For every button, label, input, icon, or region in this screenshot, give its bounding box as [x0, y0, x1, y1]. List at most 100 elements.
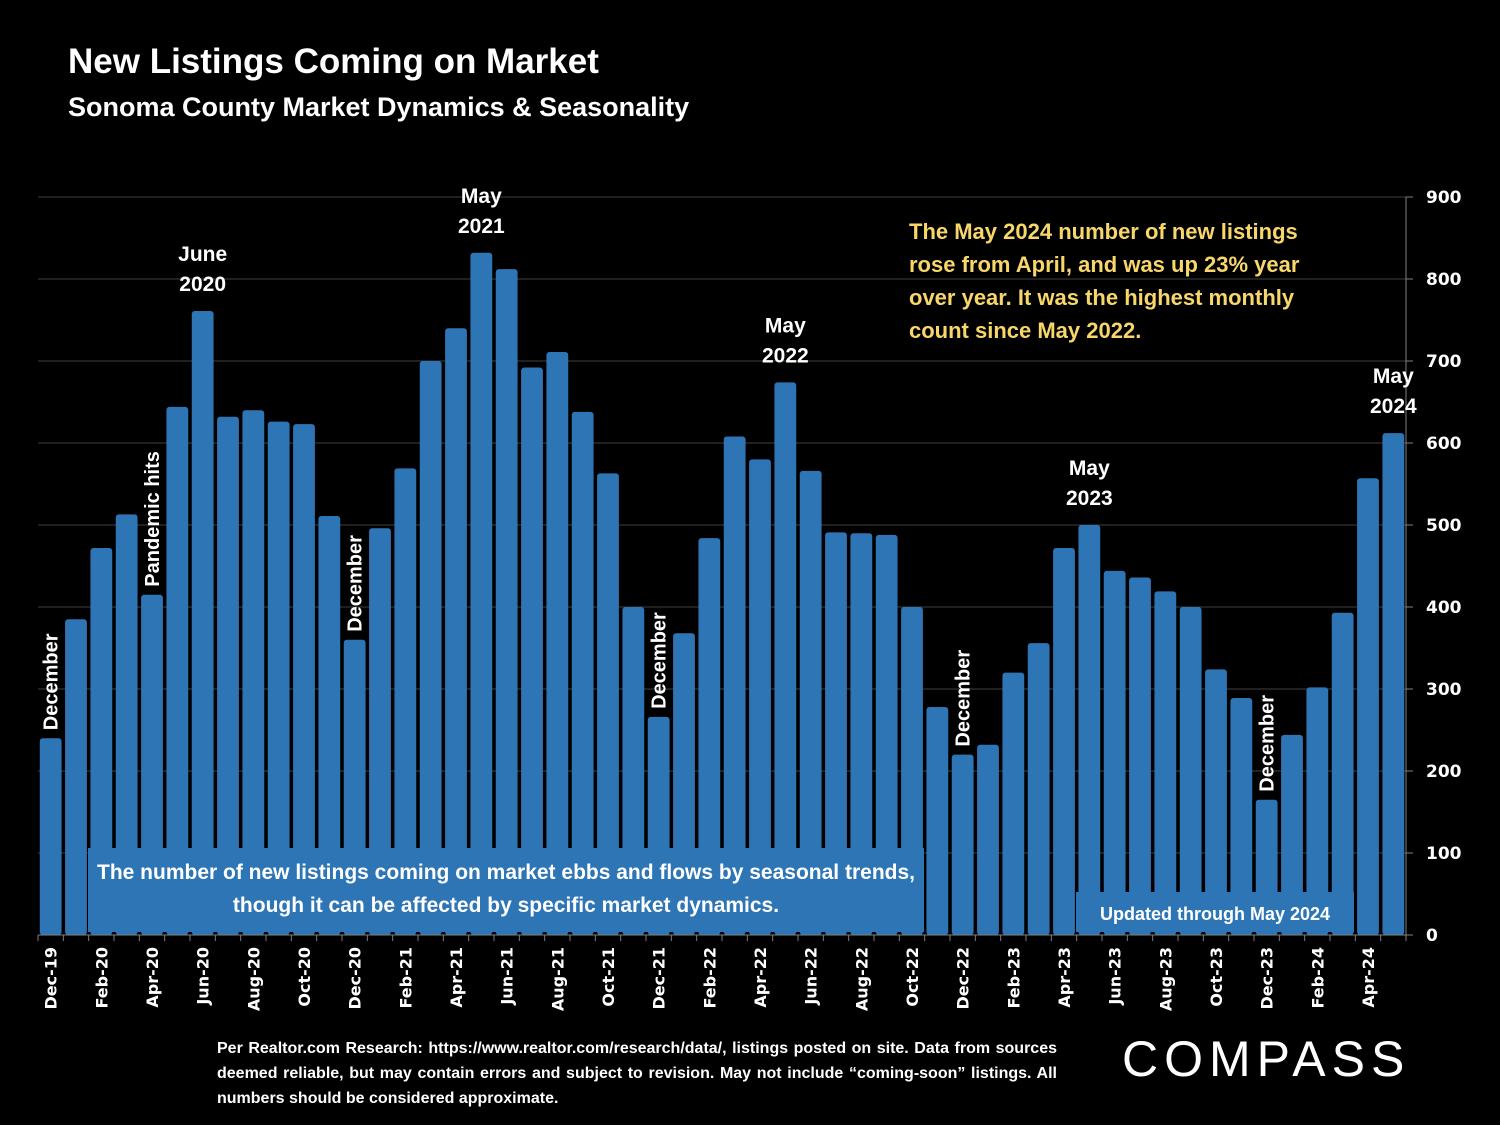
bar-Jan-21 — [369, 528, 391, 935]
bar-Jan-23 — [977, 744, 999, 935]
x-tick-label: Apr-24 — [1359, 947, 1378, 1008]
bar-Mar-24 — [1331, 612, 1354, 935]
callout-text: The May 2024 number of new listings rose… — [909, 219, 1300, 343]
bar-Sep-22 — [875, 534, 898, 935]
x-tick-label: Oct-20 — [295, 947, 314, 1007]
bars — [39, 252, 1405, 936]
annotation-label: May — [461, 185, 502, 208]
bar-Apr-24 — [1357, 478, 1379, 935]
x-tick-label: Aug-20 — [244, 947, 263, 1011]
bar-Apr-21 — [445, 328, 467, 935]
x-tick-label: Feb-20 — [92, 947, 111, 1009]
x-tick-label: Jun-21 — [498, 947, 517, 1006]
bar-Oct-23 — [1205, 669, 1227, 935]
bar-Sep-23 — [1179, 607, 1202, 935]
x-tick-label: Oct-22 — [903, 947, 922, 1007]
x-tick-label: Dec-22 — [954, 947, 973, 1010]
bar-Jun-21 — [495, 269, 518, 935]
x-tick-label: Apr-21 — [447, 947, 466, 1008]
bar-Nov-23 — [1230, 698, 1253, 935]
bar-Jul-22 — [825, 532, 847, 935]
bar-Feb-23 — [1002, 672, 1025, 935]
bar-May-22 — [774, 382, 797, 935]
bar-Apr-23 — [1053, 547, 1075, 935]
annotation-label: 2021 — [458, 215, 505, 238]
bar-Jan-24 — [1281, 734, 1303, 935]
axes: 0 100 200 300 400 500 600 700 800 900 Dec-19 Feb-20… — [37, 188, 1462, 1011]
bar-Jun-22 — [799, 470, 822, 935]
x-tick-label: Dec-20 — [346, 947, 365, 1010]
x-tick-label: Oct-23 — [1207, 947, 1226, 1007]
bar-Feb-21 — [394, 468, 417, 935]
x-tick-label: Jun-22 — [802, 947, 821, 1006]
source-footnote: Per Realtor.com Research: https://www.re… — [217, 1040, 1057, 1107]
bar-Sep-20 — [267, 421, 290, 935]
y-tick-label: 300 — [1426, 680, 1462, 700]
bar-Oct-20 — [293, 424, 315, 935]
chart-title: New Listings Coming on Market — [68, 42, 599, 81]
y-tick-label: 700 — [1426, 352, 1462, 372]
updated-through-label: Updated through May 2024 — [1076, 892, 1354, 932]
bar-Aug-21 — [546, 351, 569, 936]
bar-Dec-22 — [951, 754, 974, 935]
bar-Jul-21 — [521, 367, 543, 935]
y-tick-label: 0 — [1426, 926, 1438, 946]
bar-Jul-23 — [1129, 577, 1151, 935]
annotation-label: December — [953, 650, 975, 747]
bar-Feb-24 — [1306, 687, 1329, 935]
x-tick-label: Apr-23 — [1055, 947, 1074, 1008]
compass-logo: COMPASS — [1122, 1031, 1411, 1087]
y-tick-label: 600 — [1426, 434, 1462, 454]
x-tick-label: Feb-23 — [1004, 947, 1023, 1009]
bar-Oct-21 — [597, 473, 619, 935]
chart-subtitle: Sonoma County Market Dynamics & Seasonal… — [68, 92, 690, 122]
bar-Feb-22 — [698, 538, 721, 935]
x-tick-label: Apr-20 — [143, 947, 162, 1008]
y-tick-label: 100 — [1426, 844, 1462, 864]
bar-Jun-20 — [191, 310, 214, 936]
x-tick-label: Aug-21 — [548, 947, 567, 1011]
bar-Nov-22 — [926, 707, 949, 935]
bar-Feb-20 — [90, 547, 113, 935]
annotation-label: May — [1069, 457, 1110, 480]
annotation-label: 2022 — [762, 344, 809, 367]
annotation-label: May — [765, 314, 806, 337]
x-tick-label: Feb-24 — [1308, 947, 1327, 1009]
bar-Mar-21 — [419, 361, 442, 935]
bar-Mar-22 — [723, 436, 746, 935]
bar-May-23 — [1078, 525, 1101, 935]
bar-Nov-20 — [318, 515, 341, 935]
x-tick-label: Dec-23 — [1258, 947, 1277, 1010]
gridlines — [38, 196, 1406, 854]
annotation-label: December — [1257, 695, 1279, 792]
bar-May-20 — [166, 406, 189, 935]
bar-Mar-23 — [1027, 643, 1050, 935]
x-tick-label: Apr-22 — [751, 947, 770, 1008]
x-tick-label: Dec-19 — [42, 947, 61, 1010]
annotation-label: June — [178, 243, 227, 266]
y-tick-label: 400 — [1426, 598, 1462, 618]
bar-Dec-19 — [39, 738, 62, 935]
y-tick-label: 800 — [1426, 270, 1462, 290]
annotation-label: 2023 — [1066, 487, 1113, 510]
bar-May-24 — [1382, 433, 1405, 935]
x-tick-label: Jun-20 — [194, 947, 213, 1006]
bar-Aug-20 — [242, 410, 265, 935]
bar-Aug-23 — [1154, 591, 1177, 935]
bar-Jul-20 — [217, 416, 239, 935]
annotation-label: December — [649, 612, 671, 709]
x-tick-label: Jun-23 — [1106, 947, 1125, 1006]
x-tick-label: Feb-21 — [396, 947, 415, 1009]
x-tick-label: Aug-23 — [1156, 947, 1175, 1011]
x-tick-label: Dec-21 — [650, 947, 669, 1010]
x-tick-label: Feb-22 — [700, 947, 719, 1009]
annotation-label: Pandemic hits — [142, 451, 164, 587]
bar-Jan-20 — [65, 619, 87, 935]
x-tick-label: Aug-22 — [852, 947, 871, 1011]
bar-Mar-20 — [115, 514, 138, 935]
y-tick-label: 200 — [1426, 762, 1462, 782]
bar-Apr-22 — [749, 459, 771, 935]
bar-Sep-21 — [571, 411, 594, 936]
bar-May-21 — [470, 252, 493, 935]
y-tick-label: 500 — [1426, 516, 1462, 536]
